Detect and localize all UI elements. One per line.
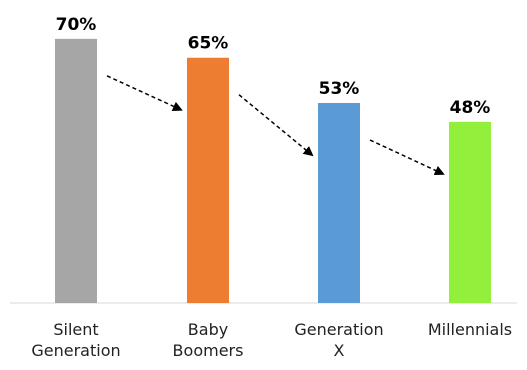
value-label-0: 70% (56, 15, 97, 35)
category-labels-group: Silent Generation Baby Boomers Generation X Mi… (31, 320, 512, 360)
category-label-1: Baby Boomers (173, 320, 244, 360)
category-label-2: Generation X (294, 320, 383, 360)
trend-arrow-2 (369, 139, 445, 176)
bar-0 (55, 38, 97, 303)
value-label-3: 48% (450, 98, 491, 118)
trend-arrow-1 (238, 94, 314, 157)
bar-1 (187, 57, 229, 303)
bars-group (55, 38, 491, 303)
value-labels-group: 70% 65% 53% 48% (56, 15, 491, 118)
value-label-1: 65% (188, 34, 229, 54)
trend-arrows-group (106, 75, 445, 176)
bar-2 (318, 103, 360, 303)
category-label-3: Millennials (428, 320, 512, 339)
category-label-0: Silent Generation (31, 320, 120, 360)
bar-3 (449, 121, 491, 303)
trend-arrow-0 (106, 75, 183, 111)
value-label-2: 53% (319, 79, 360, 99)
